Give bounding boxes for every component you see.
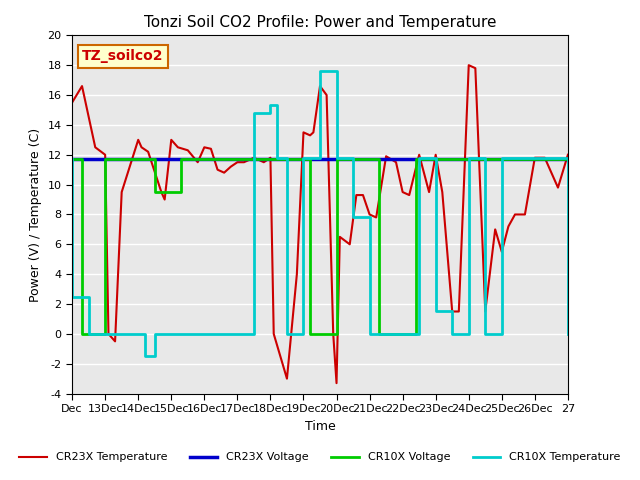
CR10X Temperature bbox=[349, 155, 357, 161]
CR10X Voltage bbox=[101, 156, 109, 162]
CR10X Temperature bbox=[564, 331, 572, 337]
CR10X Temperature bbox=[141, 353, 148, 359]
CR23X Temperature bbox=[270, 331, 278, 337]
CR10X Temperature bbox=[548, 155, 556, 161]
Line: CR10X Voltage: CR10X Voltage bbox=[72, 159, 568, 334]
CR23X Temperature bbox=[465, 62, 472, 68]
CR10X Voltage bbox=[177, 189, 185, 195]
CR10X Temperature bbox=[349, 215, 357, 220]
CR10X Temperature bbox=[68, 156, 76, 162]
CR10X Voltage bbox=[151, 189, 159, 195]
CR10X Voltage bbox=[333, 156, 340, 162]
CR10X Voltage bbox=[333, 331, 340, 337]
CR10X Temperature bbox=[365, 215, 373, 220]
CR10X Temperature bbox=[267, 110, 275, 116]
CR10X Temperature bbox=[548, 155, 556, 161]
CR10X Temperature bbox=[531, 155, 539, 161]
CR10X Voltage bbox=[376, 156, 383, 162]
CR10X Temperature bbox=[382, 331, 390, 337]
CR23X Temperature bbox=[382, 154, 390, 159]
Legend: CR23X Temperature, CR23X Voltage, CR10X Voltage, CR10X Temperature: CR23X Temperature, CR23X Voltage, CR10X … bbox=[15, 448, 625, 467]
CR10X Temperature bbox=[333, 155, 340, 161]
CR10X Temperature bbox=[283, 155, 291, 161]
Title: Tonzi Soil CO2 Profile: Power and Temperature: Tonzi Soil CO2 Profile: Power and Temper… bbox=[144, 15, 496, 30]
CR10X Temperature bbox=[564, 155, 572, 161]
CR10X Temperature bbox=[283, 331, 291, 337]
CR10X Voltage bbox=[177, 156, 185, 162]
CR10X Voltage bbox=[376, 331, 383, 337]
CR10X Temperature bbox=[151, 331, 159, 337]
Text: TZ_soilco2: TZ_soilco2 bbox=[82, 49, 164, 63]
CR10X Voltage bbox=[307, 331, 314, 337]
CR10X Temperature bbox=[465, 155, 472, 161]
Line: CR23X Temperature: CR23X Temperature bbox=[72, 65, 568, 383]
CR10X Temperature bbox=[449, 331, 456, 337]
CR10X Temperature bbox=[250, 331, 258, 337]
CR10X Voltage bbox=[307, 156, 314, 162]
CR10X Temperature bbox=[316, 68, 324, 74]
CR10X Temperature bbox=[365, 331, 373, 337]
CR10X Temperature bbox=[84, 294, 92, 300]
CR10X Temperature bbox=[481, 155, 489, 161]
Line: CR10X Temperature: CR10X Temperature bbox=[72, 71, 568, 356]
CR10X Temperature bbox=[250, 110, 258, 116]
CR10X Temperature bbox=[465, 331, 472, 337]
CR10X Temperature bbox=[449, 309, 456, 314]
CR10X Temperature bbox=[267, 103, 275, 108]
CR10X Voltage bbox=[412, 331, 420, 337]
CR10X Voltage bbox=[151, 156, 159, 162]
CR10X Voltage bbox=[564, 156, 572, 162]
CR10X Temperature bbox=[68, 294, 76, 300]
CR10X Temperature bbox=[382, 331, 390, 337]
CR10X Temperature bbox=[432, 155, 440, 161]
CR23X Temperature bbox=[372, 215, 380, 220]
CR10X Temperature bbox=[515, 155, 522, 161]
CR10X Temperature bbox=[432, 309, 440, 314]
CR10X Voltage bbox=[78, 331, 86, 337]
CR10X Temperature bbox=[141, 331, 148, 337]
X-axis label: Time: Time bbox=[305, 420, 335, 432]
CR10X Voltage bbox=[78, 156, 86, 162]
CR10X Temperature bbox=[415, 331, 423, 337]
CR23X Temperature bbox=[138, 144, 145, 150]
CR10X Temperature bbox=[515, 155, 522, 161]
CR10X Voltage bbox=[68, 156, 76, 162]
CR10X Temperature bbox=[498, 331, 506, 337]
CR10X Voltage bbox=[432, 156, 440, 162]
CR10X Temperature bbox=[273, 103, 281, 108]
CR23X Temperature bbox=[333, 380, 340, 386]
CR10X Temperature bbox=[84, 331, 92, 337]
CR23X Temperature bbox=[68, 100, 76, 106]
CR10X Temperature bbox=[151, 353, 159, 359]
CR10X Temperature bbox=[273, 155, 281, 161]
CR10X Temperature bbox=[498, 155, 506, 161]
CR10X Temperature bbox=[300, 155, 307, 161]
CR10X Temperature bbox=[300, 331, 307, 337]
CR23X Temperature bbox=[564, 152, 572, 157]
Y-axis label: Power (V) / Temperature (C): Power (V) / Temperature (C) bbox=[29, 127, 42, 301]
CR10X Temperature bbox=[415, 155, 423, 161]
CR10X Temperature bbox=[316, 155, 324, 161]
CR10X Voltage bbox=[101, 331, 109, 337]
CR10X Temperature bbox=[333, 68, 340, 74]
CR23X Temperature bbox=[336, 234, 344, 240]
CR10X Voltage bbox=[412, 156, 420, 162]
CR23X Temperature bbox=[310, 130, 317, 135]
CR10X Temperature bbox=[531, 155, 539, 161]
CR10X Temperature bbox=[481, 331, 489, 337]
